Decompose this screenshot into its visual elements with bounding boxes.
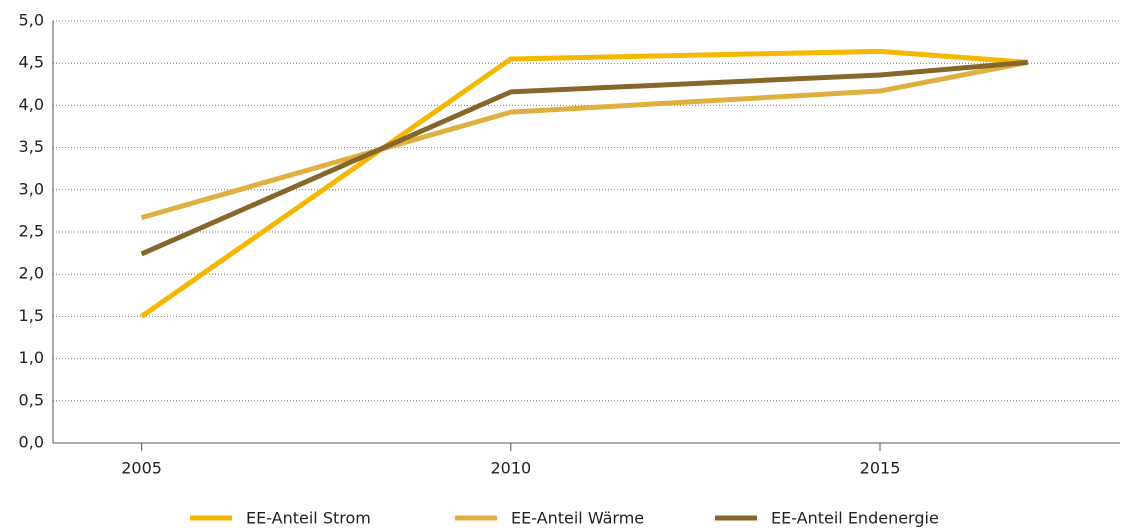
y-tick-label: 0,5 [19,390,44,409]
x-tick-label: 2010 [490,459,531,478]
y-tick-label: 0,0 [19,433,44,452]
legend-label: EE-Anteil Endenergie [771,509,939,528]
legend-label: EE-Anteil Strom [246,509,371,528]
y-tick-label: 2,0 [19,264,44,283]
y-tick-label: 1,5 [19,306,44,325]
x-tick-label: 2005 [121,459,162,478]
series-line [140,59,1029,221]
y-tick-label: 5,0 [19,11,44,30]
series-line [140,48,1028,319]
x-tick-label: 2015 [860,459,901,478]
legend-label: EE-Anteil Wärme [511,509,644,528]
y-tick-label: 4,0 [19,95,44,114]
y-tick-label: 4,5 [19,53,44,72]
y-tick-label: 2,5 [19,222,44,241]
y-tick-label: 3,0 [19,179,44,198]
y-tick-label: 1,0 [19,348,44,367]
y-tick-label: 3,5 [19,137,44,156]
series-line [140,59,1028,257]
